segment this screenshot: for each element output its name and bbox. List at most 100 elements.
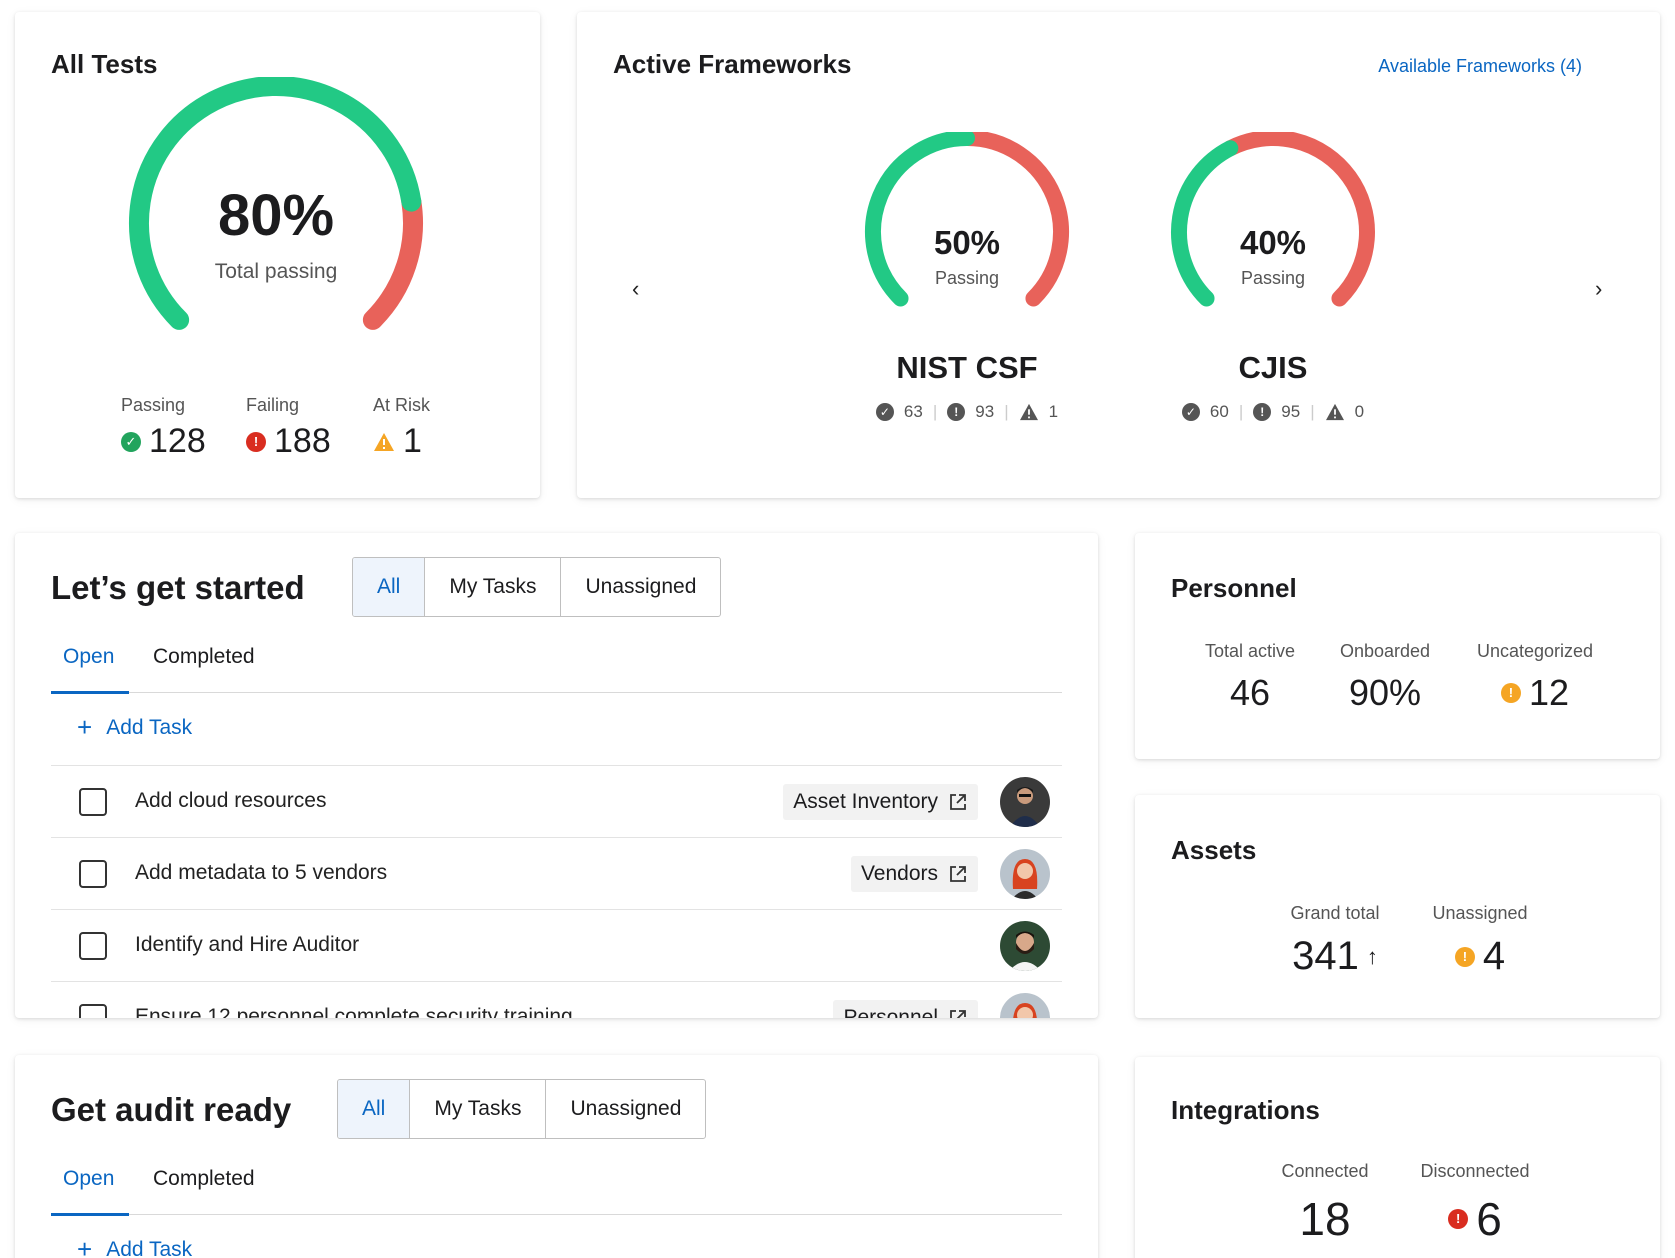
warning-circle-icon: ! — [1454, 946, 1475, 967]
failing-label: Failing — [246, 395, 300, 415]
task-tag-link[interactable]: Personnel — [833, 1000, 978, 1018]
error-circle-icon: ! — [947, 403, 966, 421]
unassigned-label: Unassigned — [1432, 903, 1528, 923]
task-tag-label: Asset Inventory — [793, 790, 938, 813]
add-task-button[interactable]: + Add Task — [77, 712, 192, 743]
filter-my-tasks-button[interactable]: My Tasks — [425, 558, 562, 616]
all-tests-subtitle: Total passing — [214, 260, 338, 283]
check-circle-icon: ✓ — [875, 403, 894, 421]
total-active-label: Total active — [1204, 641, 1296, 661]
active-tab-indicator — [51, 691, 129, 694]
add-task-label: Add Task — [106, 715, 193, 739]
grand-total-value: 341 — [1292, 934, 1359, 978]
grand-total-label: Grand total — [1290, 903, 1380, 923]
nist-csf-at-risk: 1 — [1048, 402, 1059, 421]
nist-csf-name: NIST CSF — [896, 350, 1038, 385]
unassigned-value: 4 — [1482, 934, 1506, 978]
assets-card: Assets Grand total 341 ↑ Unassigned ! 4 — [1135, 795, 1660, 1018]
disconnected-label: Disconnected — [1420, 1161, 1530, 1181]
task-tag-label: Personnel — [843, 1006, 938, 1018]
task-text: Identify and Hire Auditor — [135, 933, 360, 956]
add-task-button[interactable]: + Add Task — [77, 1234, 192, 1258]
cjis-name: CJIS — [1238, 350, 1308, 385]
unassigned-metric[interactable]: Unassigned ! 4 — [1415, 903, 1545, 979]
warning-circle-icon: ! — [1500, 683, 1521, 703]
task-tag-label: Vendors — [860, 862, 938, 885]
total-active-value: 46 — [1229, 672, 1271, 713]
task-checkbox[interactable] — [79, 788, 107, 816]
grand-total-stat: 341 ↑ — [1265, 934, 1405, 979]
grand-total-metric[interactable]: Grand total 341 ↑ — [1265, 903, 1405, 979]
nist-csf-stats: ✓ 63 | ! 93 | 1 — [847, 402, 1087, 422]
all-tests-title: All Tests — [51, 49, 158, 79]
at-risk-stat: 1 — [373, 422, 422, 461]
error-circle-icon: ! — [1253, 403, 1272, 421]
audit-tabs: Open Completed — [51, 1155, 1062, 1216]
failing-stat: ! 188 — [246, 422, 331, 461]
nist-csf-gauge-svg — [865, 130, 1069, 307]
passing-stat: ✓ 128 — [121, 422, 206, 461]
external-link-icon — [950, 1010, 966, 1018]
filter-all-button[interactable]: All — [353, 558, 426, 616]
tab-completed[interactable]: Completed — [153, 1167, 255, 1190]
nist-csf-failing: 93 — [975, 402, 995, 421]
gauge-passing-arc — [865, 130, 975, 307]
connected-metric[interactable]: Connected 18 — [1260, 1161, 1390, 1246]
nist-csf-passing-label: Passing — [934, 268, 1000, 288]
cjis-failing: 95 — [1281, 402, 1301, 421]
gauge-passing-arc — [129, 76, 422, 330]
cjis-stats: ✓ 60 | ! 95 | 0 — [1153, 402, 1393, 422]
check-circle-icon: ✓ — [121, 431, 141, 452]
disconnected-metric[interactable]: Disconnected ! 6 — [1400, 1161, 1550, 1246]
disconnected-stat: ! 6 — [1400, 1192, 1550, 1246]
task-tag-link[interactable]: Vendors — [850, 856, 978, 892]
task-row[interactable]: Add metadata to 5 vendors Vendors — [51, 837, 1062, 909]
available-frameworks-link[interactable]: Available Frameworks (4) — [1378, 56, 1582, 76]
uncategorized-value: 12 — [1528, 672, 1570, 713]
check-circle-icon: ✓ — [1181, 403, 1200, 421]
filter-unassigned-button[interactable]: Unassigned — [585, 575, 697, 598]
audit-filter-group: All My Tasks Unassigned — [337, 1079, 707, 1139]
external-link-icon — [950, 794, 966, 810]
tab-open[interactable]: Open — [63, 1167, 115, 1190]
prev-framework-button[interactable]: ‹ — [632, 276, 640, 301]
integrations-card: Integrations Connected 18 Disconnected !… — [1135, 1057, 1660, 1258]
avatar — [1000, 993, 1050, 1018]
integrations-title: Integrations — [1171, 1095, 1320, 1125]
avatar — [1000, 849, 1050, 899]
framework-cjis[interactable]: 40% Passing CJIS ✓ 60 | ! 95 | 0 — [1153, 130, 1393, 421]
avatar — [1000, 777, 1050, 827]
task-row[interactable]: Ensure 12 personnel complete security tr… — [51, 981, 1062, 1018]
lets-get-started-card: Let’s get started All My Tasks Unassigne… — [15, 533, 1098, 1018]
total-active-metric[interactable]: Total active 46 — [1195, 641, 1305, 714]
plus-icon: + — [77, 712, 93, 742]
framework-nist-csf[interactable]: 50% Passing NIST CSF ✓ 63 | ! 93 | 1 — [847, 130, 1087, 421]
onboarded-metric[interactable]: Onboarded 90% — [1330, 641, 1440, 714]
started-filter-group: All My Tasks Unassigned — [352, 557, 722, 617]
uncategorized-metric[interactable]: Uncategorized ! 12 — [1465, 641, 1605, 714]
task-checkbox[interactable] — [79, 860, 107, 888]
task-checkbox[interactable] — [79, 932, 107, 960]
filter-all-button[interactable]: All — [338, 1080, 411, 1138]
error-circle-icon: ! — [246, 431, 266, 452]
cjis-gauge-svg — [1171, 130, 1375, 307]
task-row[interactable]: Add cloud resources Asset Inventory — [51, 765, 1062, 837]
cjis-at-risk: 0 — [1354, 402, 1365, 421]
filter-my-tasks-button[interactable]: My Tasks — [410, 1080, 547, 1138]
warning-triangle-icon — [1325, 403, 1344, 421]
arrow-up-icon: ↑ — [1366, 943, 1378, 969]
filter-unassigned-button[interactable]: Unassigned — [570, 1097, 682, 1120]
onboarded-value: 90% — [1348, 672, 1422, 713]
tab-completed[interactable]: Completed — [153, 645, 255, 668]
task-row[interactable]: Identify and Hire Auditor — [51, 909, 1062, 981]
tab-open[interactable]: Open — [63, 645, 115, 668]
disconnected-value: 6 — [1476, 1193, 1502, 1245]
task-tag-link[interactable]: Asset Inventory — [783, 784, 978, 820]
connected-label: Connected — [1281, 1161, 1369, 1181]
task-checkbox[interactable] — [79, 1004, 107, 1018]
external-link-icon — [950, 866, 966, 882]
next-framework-button[interactable]: › — [1595, 276, 1603, 301]
uncategorized-stat: ! 12 — [1465, 672, 1605, 714]
unassigned-stat: ! 4 — [1415, 934, 1545, 979]
nist-csf-percent: 50% — [933, 224, 1001, 261]
